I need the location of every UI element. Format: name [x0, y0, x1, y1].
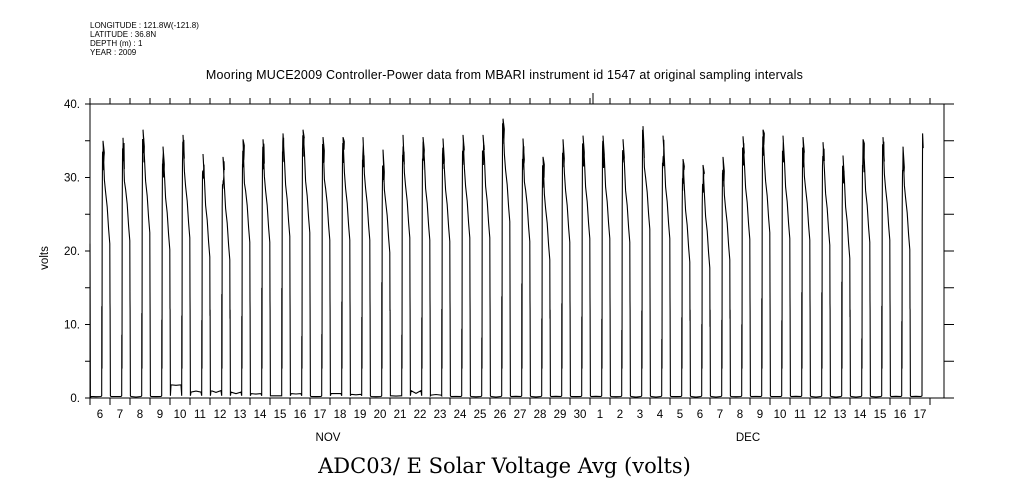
chart-footer-variable: ADC03/ E Solar Voltage Avg (volts): [318, 454, 691, 478]
x-tick-label: 9: [157, 409, 163, 421]
x-tick-label: 13: [834, 409, 847, 421]
x-tick-label: 12: [214, 409, 227, 421]
x-tick-label: 11: [194, 409, 206, 421]
chart-title: Mooring MUCE2009 Controller-Power data f…: [205, 68, 804, 82]
y-tick-label: 30.: [64, 173, 80, 185]
x-tick-label: 9: [757, 409, 763, 421]
x-tick-label: 23: [434, 409, 447, 421]
x-tick-label: 30: [574, 409, 587, 421]
tick-labels: 0.10.20.30.40.6 7 8 9 10 11 12 13 14 15 16 17 18 19 20…: [64, 99, 926, 444]
x-tick-label: 10: [774, 409, 787, 421]
x-tick-label: 2: [617, 409, 623, 421]
y-tick-label: 10.: [64, 320, 80, 332]
x-tick-label: 18: [334, 409, 347, 421]
x-tick-label: 24: [454, 409, 467, 421]
x-tick-label: 15: [874, 409, 887, 421]
y-tick-label: 0.: [70, 393, 80, 405]
x-tick-label: 17: [314, 409, 327, 421]
x-tick-label: 10: [174, 409, 187, 421]
x-tick-label: 5: [677, 409, 683, 421]
x-tick-label: 27: [514, 409, 527, 421]
x-tick-label: 22: [414, 409, 427, 421]
axes: [85, 93, 954, 405]
month-label: DEC: [736, 432, 760, 444]
x-tick-label: 7: [117, 409, 123, 421]
x-tick-label: 25: [474, 409, 487, 421]
x-tick-label: 13: [234, 409, 247, 421]
longitude-label: LONGITUDE : 121.8W(-121.8): [90, 21, 199, 30]
y-tick-label: 40.: [64, 99, 80, 111]
x-tick-label: 6: [697, 409, 703, 421]
month-label: NOV: [316, 432, 341, 444]
x-tick-label: 6: [97, 409, 103, 421]
x-tick-label: 11: [794, 409, 806, 421]
series-line-solar-voltage: [89, 118, 924, 399]
y-axis-label: volts: [39, 246, 51, 270]
x-tick-label: 12: [814, 409, 827, 421]
x-tick-label: 29: [554, 409, 567, 421]
x-tick-label: 21: [394, 409, 407, 421]
x-tick-label: 19: [354, 409, 367, 421]
year-label: YEAR : 2009: [90, 48, 137, 57]
x-tick-label: 8: [137, 409, 143, 421]
y-tick-label: 20.: [64, 246, 80, 258]
x-tick-label: 16: [294, 409, 307, 421]
x-tick-label: 14: [254, 409, 267, 421]
latitude-label: LATITUDE : 36.8N: [90, 30, 157, 39]
x-tick-label: 8: [737, 409, 743, 421]
x-tick-label: 3: [637, 409, 643, 421]
x-tick-label: 17: [914, 409, 927, 421]
x-tick-label: 1: [597, 409, 603, 421]
x-tick-label: 28: [534, 409, 547, 421]
x-tick-label: 20: [374, 409, 387, 421]
depth-label: DEPTH (m) : 1: [90, 39, 143, 48]
x-tick-label: 4: [657, 409, 664, 421]
x-tick-label: 7: [717, 409, 723, 421]
x-tick-label: 26: [494, 409, 507, 421]
x-tick-label: 15: [274, 409, 287, 421]
x-tick-label: 14: [854, 409, 867, 421]
x-tick-label: 16: [894, 409, 907, 421]
